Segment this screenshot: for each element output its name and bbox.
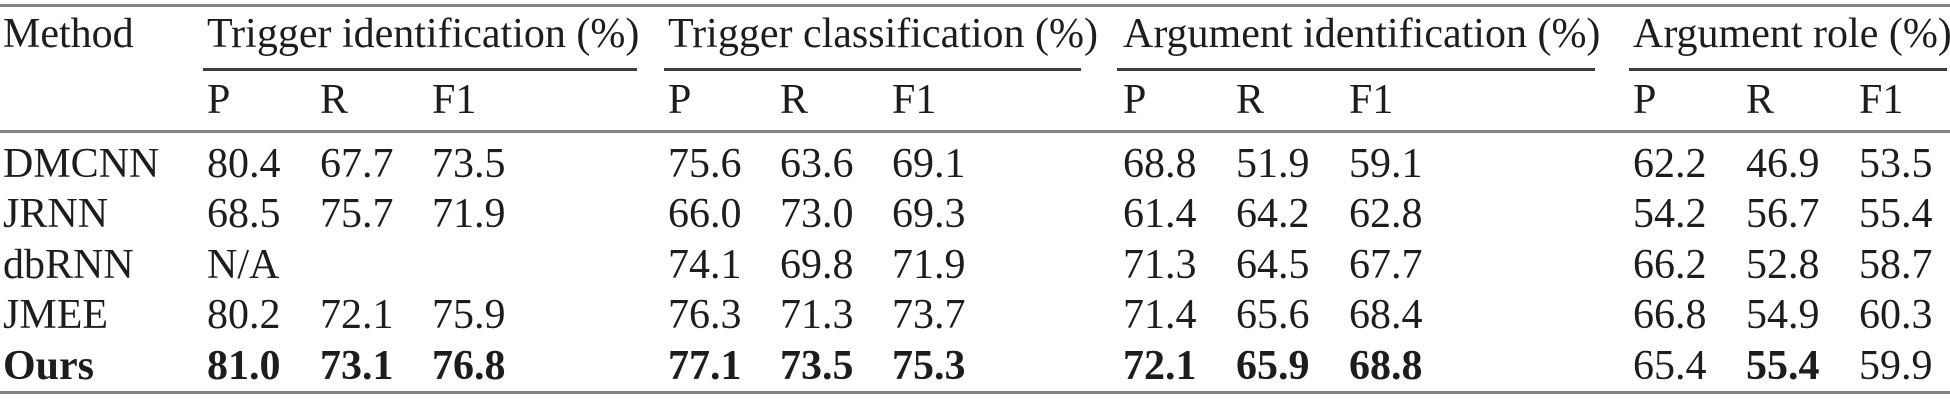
value-cell: 64.5 [1236, 241, 1310, 288]
value-cell: 62.8 [1349, 191, 1423, 238]
method-column-header: Method [3, 11, 134, 57]
value-cell: 73.1 [320, 342, 394, 389]
value-cell: 60.3 [1859, 292, 1933, 339]
table-row: JMEE 80.2 72.1 75.9 76.3 71.3 73.7 71.4 65.6 68.4… [0, 290, 1950, 340]
value-cell: 71.9 [432, 191, 506, 238]
method-cell: JRNN [3, 191, 109, 238]
table-row: DMCNN 80.4 67.7 73.5 75.6 63.6 69.1 68.8 51.9 59.… [0, 139, 1950, 189]
value-cell: 73.0 [780, 191, 854, 238]
value-cell: 75.6 [668, 141, 742, 187]
value-cell: 69.8 [780, 241, 854, 288]
value-cell: 65.9 [1236, 342, 1310, 389]
top-rule [0, 4, 1950, 7]
method-cell: Ours [3, 342, 95, 389]
value-cell: 71.3 [1123, 241, 1197, 288]
value-cell: 76.3 [668, 292, 742, 339]
table-body: DMCNN 80.4 67.7 73.5 75.6 63.6 69.1 68.8 51.9 59.… [0, 139, 1950, 391]
group-header-trigger-classification: Trigger classification (%) [668, 11, 1099, 57]
value-cell: 80.4 [207, 141, 281, 187]
value-cell: 68.4 [1349, 292, 1423, 339]
subheader-f1: F1 [892, 77, 937, 123]
value-cell: 75.9 [432, 292, 506, 339]
subheader-r: R [780, 77, 809, 123]
value-cell: 53.5 [1859, 141, 1933, 187]
group-underline-argument-role [1629, 68, 1947, 71]
table-row: dbRNN N/A 74.1 69.8 71.9 71.3 64.5 67.7 66.2 52.8… [0, 240, 1950, 290]
value-cell: 68.8 [1123, 141, 1197, 187]
value-cell: N/A [207, 241, 280, 288]
subheader-r: R [1746, 77, 1775, 123]
group-header-argument-role: Argument role (%) [1633, 11, 1950, 57]
subheader-p: P [1123, 77, 1147, 123]
subheader-r: R [320, 77, 349, 123]
value-cell: 63.6 [780, 141, 854, 187]
value-cell: 54.9 [1746, 292, 1820, 339]
value-cell: 71.3 [780, 292, 854, 339]
subheader-p: P [1633, 77, 1657, 123]
value-cell: 58.7 [1859, 241, 1933, 288]
value-cell: 67.7 [320, 141, 394, 187]
value-cell: 69.1 [892, 141, 966, 187]
subheader-f1: F1 [1859, 77, 1904, 123]
value-cell: 72.1 [1123, 342, 1197, 389]
method-cell: DMCNN [3, 141, 160, 187]
value-cell: 80.2 [207, 292, 281, 339]
group-underline-trigger-classification [664, 68, 1081, 71]
value-cell: 56.7 [1746, 191, 1820, 238]
value-cell: 65.4 [1633, 342, 1707, 389]
value-cell: 52.8 [1746, 241, 1820, 288]
value-cell: 73.5 [432, 141, 506, 187]
group-underline-trigger-identification [203, 68, 637, 71]
value-cell: 59.1 [1349, 141, 1423, 187]
value-cell: 71.9 [892, 241, 966, 288]
value-cell: 73.5 [780, 342, 854, 389]
group-header-trigger-identification: Trigger identification (%) [207, 11, 640, 57]
value-cell: 51.9 [1236, 141, 1310, 187]
value-cell: 55.4 [1859, 191, 1933, 238]
value-cell: 77.1 [668, 342, 742, 389]
value-cell: 76.8 [432, 342, 506, 389]
value-cell: 62.2 [1633, 141, 1707, 187]
value-cell: 75.7 [320, 191, 394, 238]
method-cell: dbRNN [3, 241, 134, 288]
group-header-argument-identification: Argument identification (%) [1123, 11, 1601, 57]
value-cell: 66.2 [1633, 241, 1707, 288]
value-cell: 73.7 [892, 292, 966, 339]
subheader-f1: F1 [1349, 77, 1394, 123]
subheader-f1: F1 [432, 77, 477, 123]
value-cell: 54.2 [1633, 191, 1707, 238]
value-cell: 59.9 [1859, 342, 1933, 389]
value-cell: 55.4 [1746, 342, 1820, 389]
value-cell: 61.4 [1123, 191, 1197, 238]
value-cell: 69.3 [892, 191, 966, 238]
subheader-p: P [668, 77, 692, 123]
value-cell: 46.9 [1746, 141, 1820, 187]
value-cell: 68.8 [1349, 342, 1423, 389]
method-cell: JMEE [3, 292, 108, 339]
value-cell: 74.1 [668, 241, 742, 288]
value-cell: 66.8 [1633, 292, 1707, 339]
table-row: JRNN 68.5 75.7 71.9 66.0 73.0 69.3 61.4 64.2 62.8… [0, 189, 1950, 239]
subheader-p: P [207, 77, 231, 123]
value-cell: 75.3 [892, 342, 966, 389]
value-cell: 67.7 [1349, 241, 1423, 288]
value-cell: 65.6 [1236, 292, 1310, 339]
value-cell: 64.2 [1236, 191, 1310, 238]
group-underline-argument-identification [1117, 68, 1595, 71]
bottom-rule [0, 391, 1950, 394]
value-cell: 81.0 [207, 342, 281, 389]
table-row: Ours 81.0 73.1 76.8 77.1 73.5 75.3 72.1 65.9 68.8… [0, 341, 1950, 391]
value-cell: 68.5 [207, 191, 281, 238]
value-cell: 72.1 [320, 292, 394, 339]
value-cell: 66.0 [668, 191, 742, 238]
subheader-r: R [1236, 77, 1265, 123]
value-cell: 71.4 [1123, 292, 1197, 339]
header-rule [0, 130, 1950, 133]
